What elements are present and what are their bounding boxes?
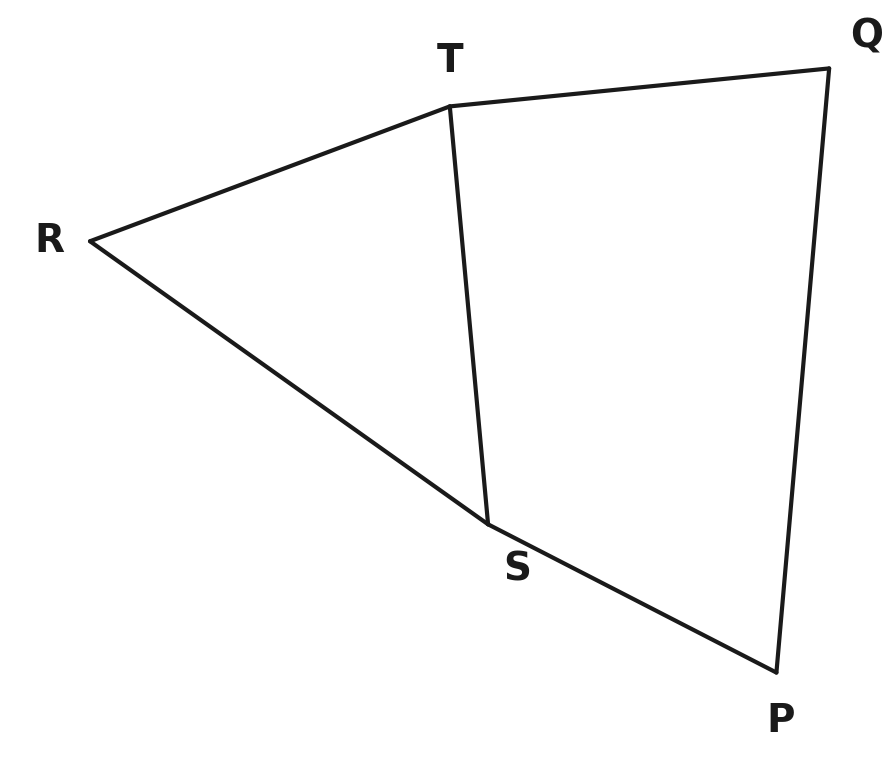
Text: T: T xyxy=(437,43,463,81)
Text: R: R xyxy=(35,222,65,260)
Text: P: P xyxy=(766,702,795,740)
Text: S: S xyxy=(503,550,532,588)
Text: Q: Q xyxy=(851,17,883,55)
